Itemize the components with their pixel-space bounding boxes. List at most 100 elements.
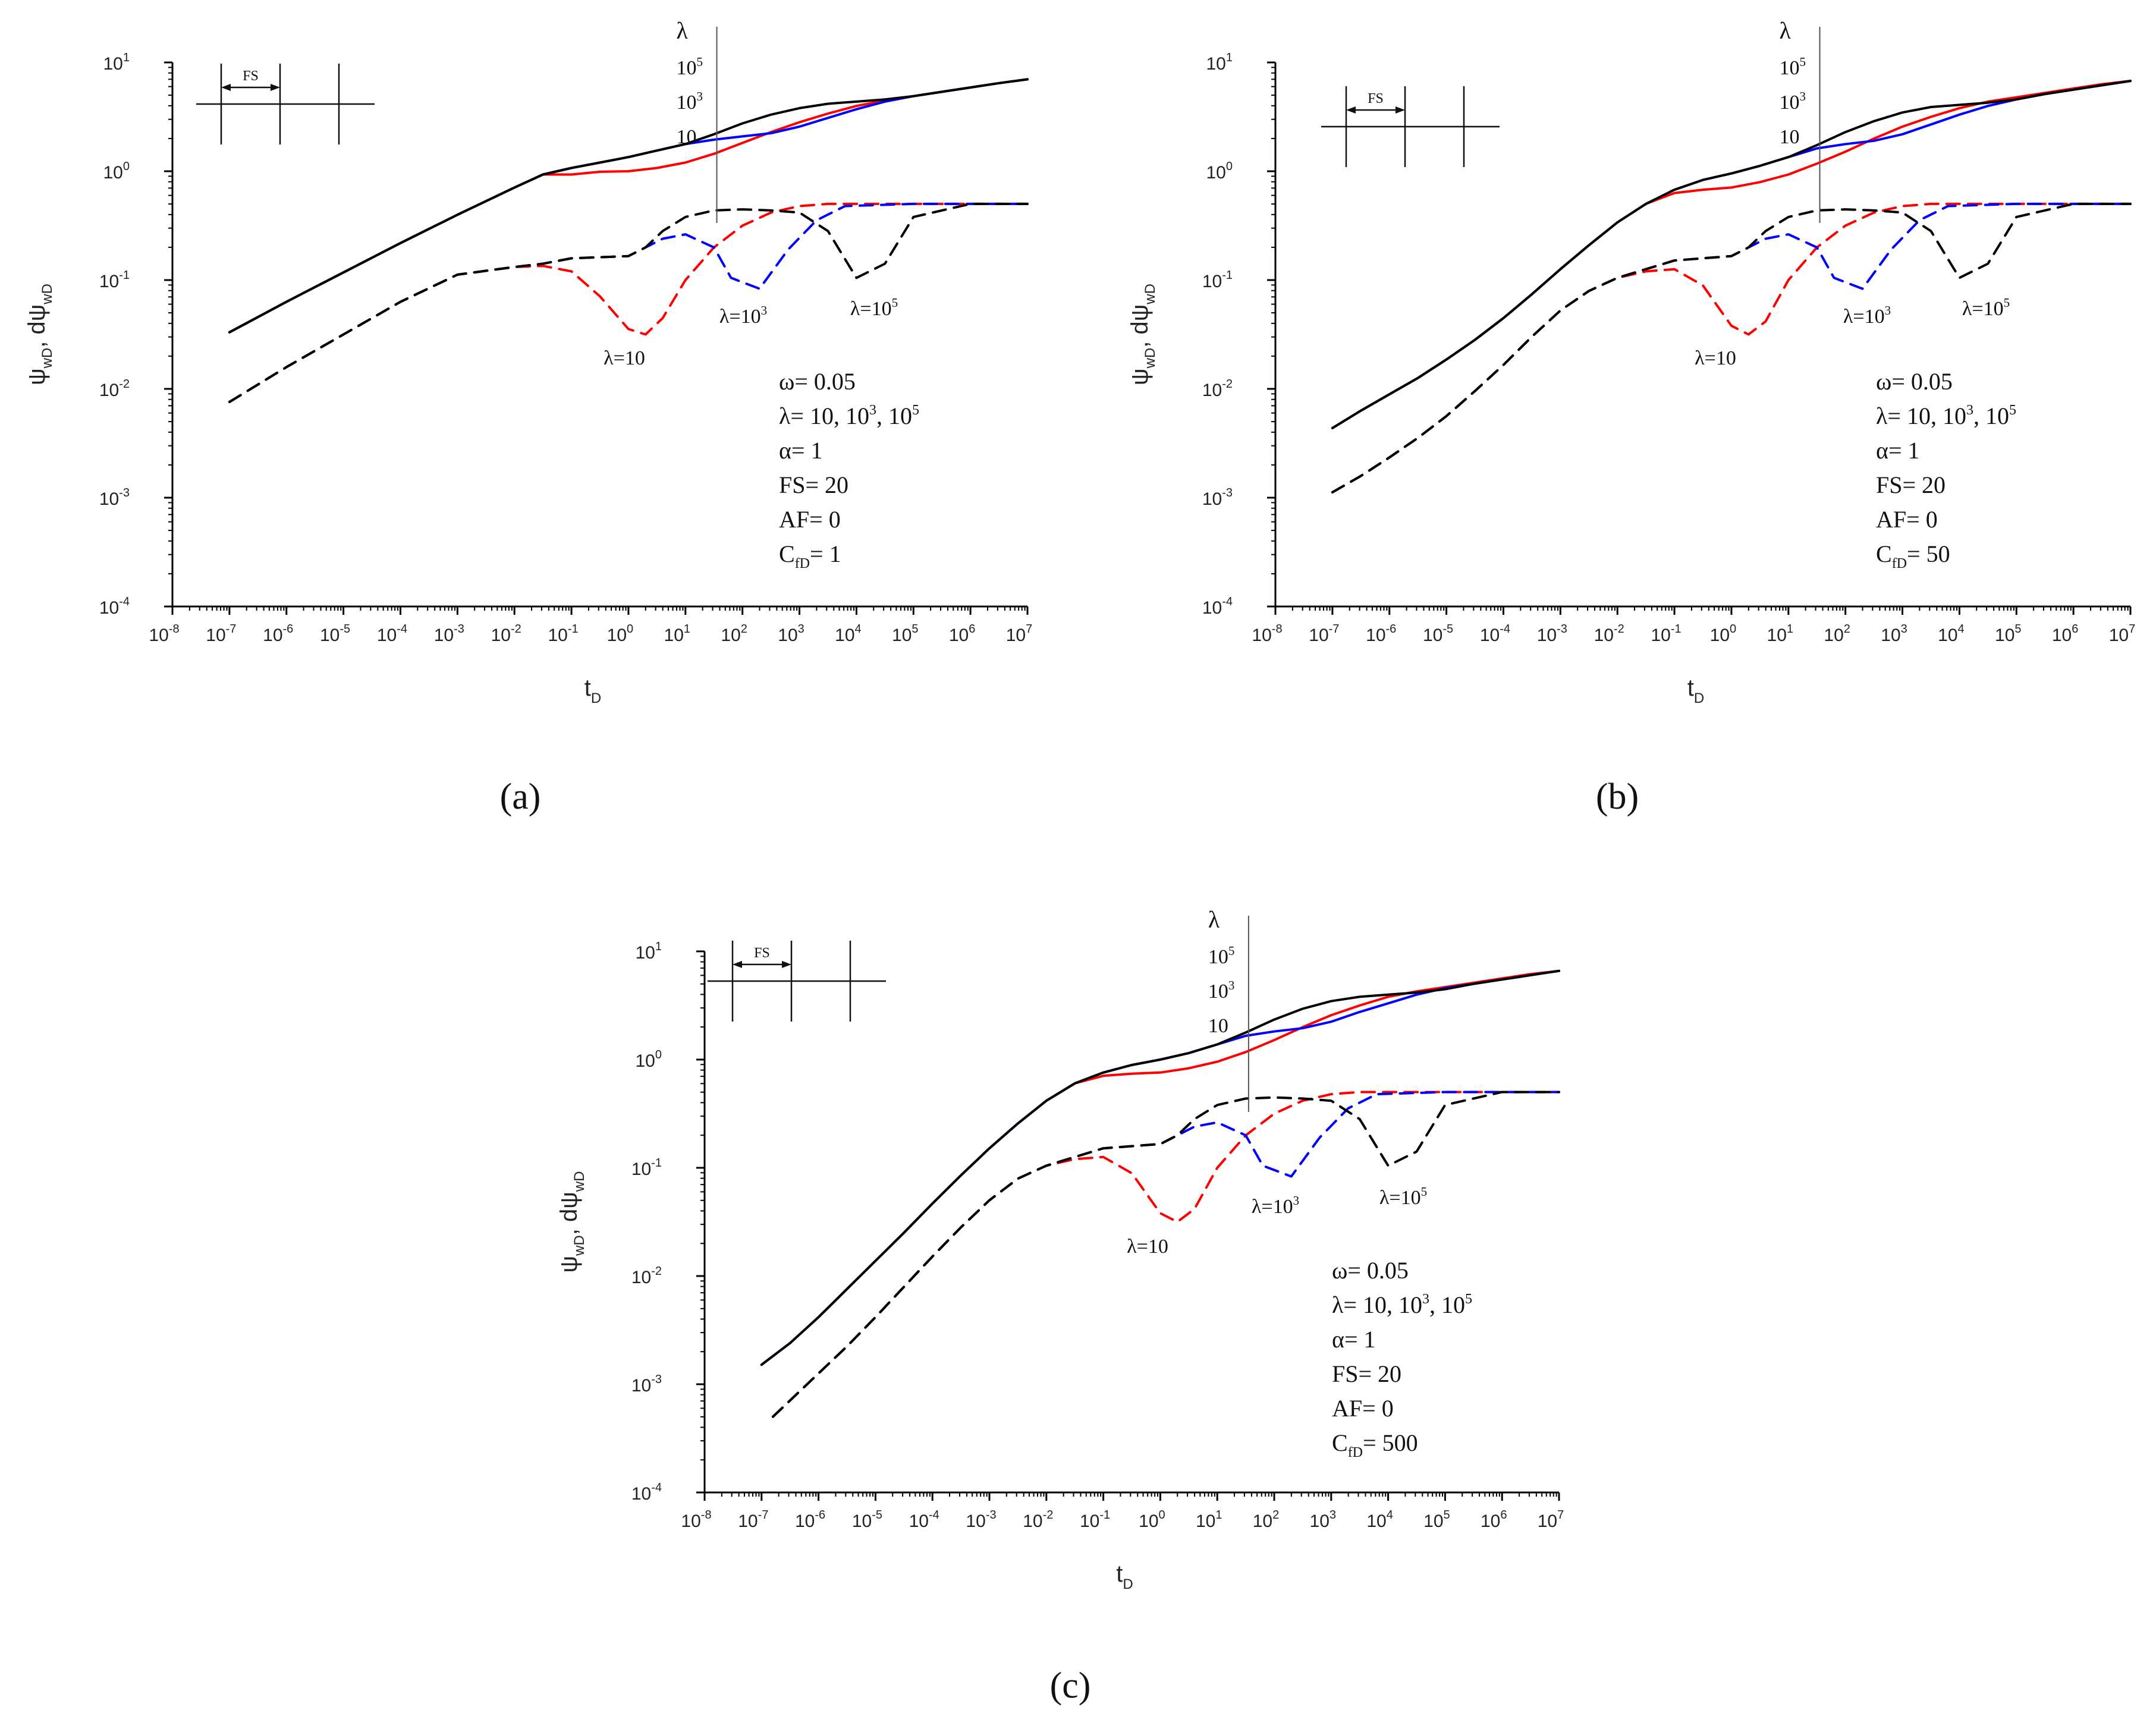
y-tick-label: 10-3 — [1202, 486, 1233, 509]
x-tick-label: 10-6 — [795, 1509, 825, 1531]
pressure-curve-2 — [228, 78, 1029, 334]
x-tick-label: 10-5 — [320, 623, 350, 645]
lambda-marker-label: 10 — [677, 126, 697, 148]
parameter-lambda: λ= 10, 103, 105 — [1332, 1291, 1472, 1318]
y-tick-label: 10-2 — [99, 378, 130, 400]
parameter-af: AF= 0 — [1876, 506, 1938, 533]
x-tick-label: 10-2 — [491, 623, 521, 645]
y-tick-label: 101 — [636, 940, 662, 963]
annotation-lambda-10: λ=10 — [604, 347, 645, 369]
lambda-marker-label: 105 — [1780, 55, 1806, 79]
x-tick-label: 104 — [835, 623, 862, 645]
parameter-lambda: λ= 10, 103, 105 — [1876, 403, 2016, 429]
x-tick-label: 100 — [607, 623, 634, 645]
x-tick-label: 107 — [1538, 1509, 1564, 1531]
annotation-lambda-10: λ=10 — [1695, 347, 1736, 369]
parameter-cfd_pre: CfD= 1 — [779, 540, 841, 571]
chart-panel-b: 10-8 10-7 10-6 10-5 10-4 10-3 10-2 10-1 100 101 10… — [1127, 17, 2135, 817]
x-tick-label: 105 — [1995, 623, 2022, 645]
parameter-fs: FS= 20 — [1876, 472, 1946, 498]
y-tick-label: 100 — [1206, 160, 1233, 183]
x-tick-label: 100 — [1710, 623, 1737, 645]
parameter-alpha: α= 1 — [1332, 1326, 1376, 1353]
inset-fs-label: FS — [754, 945, 770, 961]
fracture-spacing-inset: FS — [196, 64, 375, 144]
panel-caption-a: (a) — [500, 777, 541, 817]
parameter-lambda: λ= 10, 103, 105 — [779, 403, 919, 429]
x-tick-label: 10-8 — [681, 1509, 711, 1531]
parameter-fs: FS= 20 — [779, 472, 848, 498]
lambda-marker-label: 10 — [1780, 126, 1800, 148]
lambda-marker-symbol: λ — [1208, 906, 1220, 933]
inset-fs-label: FS — [1368, 91, 1384, 106]
panel-caption-b: (b) — [1596, 777, 1639, 817]
y-tick-label: 10-3 — [99, 486, 130, 509]
derivative-curve-5 — [1331, 202, 2132, 494]
pressure-curve-0 — [228, 78, 1029, 334]
x-tick-label: 10-4 — [377, 623, 407, 645]
derivative-curve-5 — [772, 1091, 1560, 1418]
x-tick-label: 105 — [892, 623, 919, 645]
x-tick-label: 103 — [1310, 1509, 1337, 1531]
x-tick-label: 106 — [1481, 1509, 1507, 1531]
x-tick-label: 103 — [778, 623, 804, 645]
parameter-af: AF= 0 — [1332, 1395, 1394, 1422]
lambda-marker-label: 10 — [1208, 1015, 1228, 1037]
x-tick-label: 10-7 — [206, 623, 236, 645]
y-axis-label: ψwD, dψwD — [556, 1171, 587, 1273]
x-tick-label: 10-2 — [1023, 1509, 1053, 1531]
x-tick-label: 10-7 — [1309, 623, 1339, 645]
x-tick-label: 104 — [1938, 623, 1965, 645]
parameter-fs: FS= 20 — [1332, 1360, 1401, 1387]
x-tick-label: 10-4 — [1480, 623, 1510, 645]
x-tick-label: 107 — [2109, 623, 2136, 645]
x-tick-label: 10-3 — [1537, 623, 1567, 645]
chart-panel-a: 10-8 10-7 10-6 10-5 10-4 10-3 10-2 10-1 100 101 10… — [24, 17, 1032, 817]
parameter-cfd_pre: CfD= 500 — [1332, 1429, 1418, 1460]
inset-arrow-head — [271, 84, 280, 91]
parameter-alpha: α= 1 — [779, 437, 823, 464]
y-tick-label: 100 — [103, 160, 130, 183]
x-tick-label: 10-2 — [1594, 623, 1624, 645]
x-tick-label: 10-7 — [738, 1509, 768, 1531]
lambda-marker-label: 105 — [1208, 944, 1235, 968]
parameter-block: ω= 0.05 λ= 10, 103, 105 α= 1 FS= 20 AF= 0 CfD… — [1876, 368, 2016, 571]
x-tick-label: 102 — [721, 623, 747, 645]
x-tick-label: 10-5 — [1423, 623, 1453, 645]
parameter-omega: ω= 0.05 — [1332, 1257, 1409, 1284]
lambda-marker-label: 103 — [1780, 89, 1806, 114]
x-tick-label: 10-6 — [263, 623, 293, 645]
parameter-block: ω= 0.05 λ= 10, 103, 105 α= 1 FS= 20 AF= 0 CfD… — [779, 368, 919, 571]
parameter-omega: ω= 0.05 — [779, 368, 856, 395]
x-tick-label: 10-8 — [149, 623, 179, 645]
pressure-curve-2 — [1331, 80, 2132, 429]
x-tick-label: 10-6 — [1366, 623, 1396, 645]
y-axis-label: ψwD, dψwD — [24, 284, 55, 385]
parameter-af: AF= 0 — [779, 506, 841, 533]
y-tick-label: 10-2 — [631, 1265, 662, 1287]
annotation-lambda-1e5: λ=105 — [1962, 296, 2010, 320]
pressure-curve-2 — [760, 969, 1560, 1366]
fracture-spacing-inset: FS — [708, 941, 886, 1022]
y-tick-label: 10-1 — [1202, 269, 1233, 291]
inset-arrow-head — [733, 961, 742, 968]
derivative-curve-3 — [228, 202, 1029, 403]
chart-panel-c: 10-8 10-7 10-6 10-5 10-4 10-3 10-2 10-1 100 101 10… — [556, 906, 1564, 1706]
parameter-cfd_pre: CfD= 50 — [1876, 540, 1950, 571]
x-axis-label: tD — [1687, 675, 1704, 706]
inset-arrow-head — [1346, 106, 1356, 114]
y-tick-label: 101 — [1206, 51, 1233, 74]
y-tick-label: 10-4 — [99, 595, 130, 618]
lambda-marker-label: 105 — [677, 55, 703, 79]
x-tick-label: 10-1 — [1080, 1509, 1110, 1531]
y-tick-label: 10-1 — [99, 269, 130, 291]
x-tick-label: 102 — [1253, 1509, 1280, 1531]
panel-caption-c: (c) — [1050, 1665, 1091, 1706]
x-tick-label: 10-3 — [434, 623, 464, 645]
annotation-lambda-1e5: λ=105 — [1379, 1184, 1427, 1209]
pressure-curve-0 — [1331, 80, 2132, 429]
parameter-omega: ω= 0.05 — [1876, 368, 1953, 395]
x-tick-label: 10-5 — [852, 1509, 882, 1531]
y-tick-label: 10-3 — [631, 1373, 662, 1396]
